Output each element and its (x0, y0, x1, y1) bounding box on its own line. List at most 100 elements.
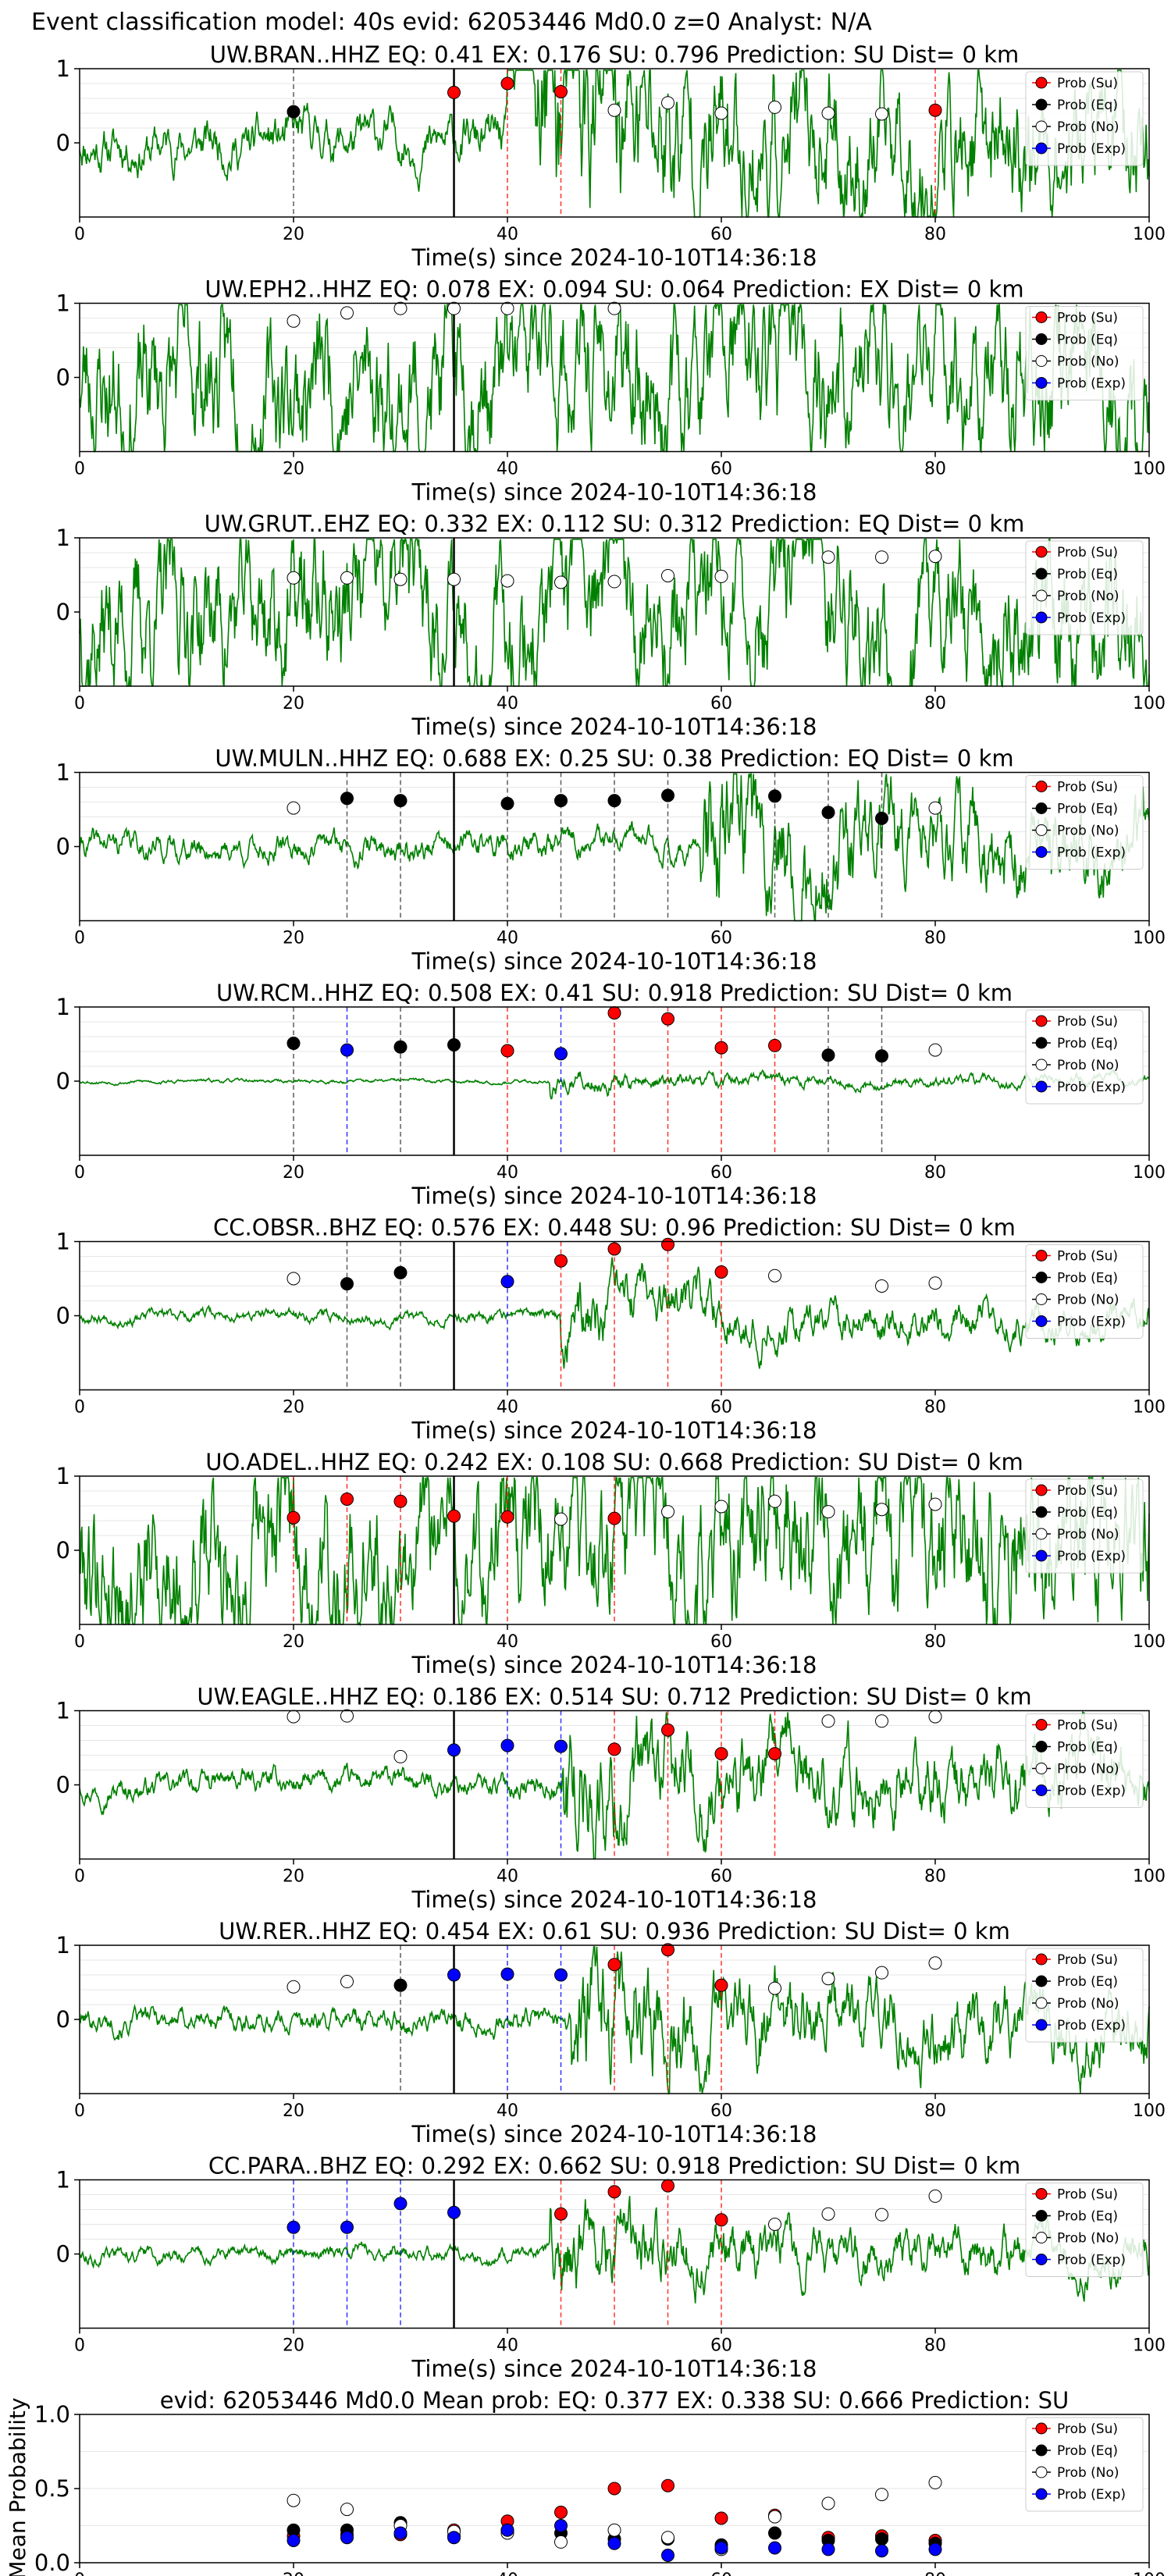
x-tick-label: 40 (497, 2101, 518, 2121)
legend-label: Prob (No) (1057, 1293, 1119, 1308)
x-tick-label: 100 (1133, 1163, 1166, 1183)
figure-title: Event classification model: 40s evid: 62… (31, 9, 872, 36)
legend-label: Prob (Eq) (1057, 1740, 1118, 1756)
x-tick-label: 40 (497, 2336, 518, 2356)
prob-marker-su (714, 1978, 728, 1992)
x-tick-label: 100 (1133, 2336, 1166, 2356)
legend-label: Prob (Eq) (1057, 802, 1118, 817)
legend-marker (1035, 846, 1048, 858)
x-tick-label: 80 (924, 929, 946, 948)
x-tick-label: 60 (710, 460, 732, 479)
legend-marker (1035, 1719, 1048, 1731)
y-tick-label: 0 (56, 599, 70, 625)
prob-marker-eq (875, 811, 888, 825)
prob-marker-exp (447, 2205, 461, 2219)
mean-prob-marker-exp (340, 2531, 354, 2545)
prob-marker-exp (340, 1043, 354, 1057)
legend-box (1025, 1244, 1144, 1339)
prob-marker-no (661, 568, 674, 582)
prob-marker-eq (393, 1040, 408, 1054)
prob-marker-su (554, 1254, 568, 1268)
legend-label: Prob (Su) (1057, 545, 1118, 560)
legend-label: Prob (Exp) (1057, 1784, 1126, 1799)
x-axis-label: Time(s) since 2024-10-10T14:36:18 (411, 1183, 817, 1209)
legend-marker (1035, 2019, 1048, 2031)
prob-marker-no (768, 100, 781, 114)
waveform-trace (79, 537, 1150, 688)
prob-marker-eq (875, 1049, 888, 1063)
panel-title: UW.EAGLE..HHZ EQ: 0.186 EX: 0.514 SU: 0.… (197, 1684, 1031, 1710)
legend-marker (1035, 1080, 1048, 1093)
legend-label: Prob (No) (1057, 1058, 1119, 1073)
prob-marker-no (928, 1956, 942, 1970)
prob-marker-no (875, 2208, 888, 2222)
x-tick-label: 80 (924, 1632, 946, 1652)
y-tick-label: 0 (56, 1303, 70, 1329)
legend-marker (1035, 611, 1048, 624)
legend-label: Prob (Eq) (1057, 98, 1118, 113)
x-tick-label: 0 (74, 1163, 85, 1183)
prob-marker-su (554, 84, 568, 98)
prob-marker-no (500, 301, 514, 315)
x-tick-label: 0 (74, 694, 85, 713)
mean-prob-marker-eq (768, 2526, 781, 2540)
legend-label: Prob (Exp) (1057, 610, 1126, 626)
x-tick-label: 80 (924, 694, 946, 713)
legend-marker (1035, 1975, 1048, 1987)
x-tick-label: 40 (497, 1867, 518, 1887)
panel-3: UW.MULN..HHZ EQ: 0.688 EX: 0.25 SU: 0.38… (56, 745, 1166, 975)
mean-prob-marker-su (607, 2482, 621, 2496)
legend-label: Prob (No) (1057, 1762, 1119, 1777)
waveform-trace (79, 773, 1150, 922)
prob-marker-no (340, 1975, 354, 1989)
prob-marker-no (768, 1981, 781, 1995)
prob-marker-no (875, 1279, 888, 1293)
legend-marker (1035, 1059, 1048, 1071)
legend-marker (1035, 802, 1048, 814)
panel-title: UW.RER..HHZ EQ: 0.454 EX: 0.61 SU: 0.936… (219, 1918, 1010, 1944)
legend-marker (1035, 1506, 1048, 1518)
x-tick-label: 20 (283, 460, 304, 479)
prob-marker-su (554, 2207, 568, 2221)
prob-marker-no (393, 1749, 408, 1763)
prob-marker-eq (500, 796, 514, 810)
prob-marker-no (928, 1043, 942, 1057)
legend-marker (1035, 142, 1048, 155)
y-axis-label: Mean Probability (5, 2397, 30, 2576)
legend-label: Prob (No) (1057, 2231, 1119, 2247)
x-axis-label: Time(s) since 2024-10-10T14:36:18 (411, 948, 817, 975)
prob-marker-no (447, 572, 461, 586)
prob-marker-su (447, 1509, 461, 1523)
legend-label: Prob (Su) (1057, 1249, 1118, 1265)
legend-marker (1035, 1315, 1048, 1327)
legend-marker (1035, 2210, 1048, 2222)
legend-marker (1035, 1293, 1048, 1305)
legend-label: Prob (Su) (1057, 1718, 1118, 1734)
prob-marker-no (393, 572, 408, 586)
mean-prob-marker-exp (821, 2542, 835, 2556)
legend-marker (1035, 1037, 1048, 1049)
legend-marker (1035, 377, 1048, 389)
legend-marker (1035, 98, 1048, 111)
x-tick-label: 80 (924, 1867, 946, 1887)
prob-marker-no (500, 574, 514, 588)
prob-marker-no (821, 1972, 835, 1986)
prob-marker-su (607, 1511, 621, 1525)
x-axis-label: Time(s) since 2024-10-10T14:36:18 (411, 2121, 817, 2147)
y-tick-label: 0 (56, 1537, 70, 1564)
mean-prob-marker-no (875, 2488, 888, 2502)
x-axis-label: Time(s) since 2024-10-10T14:36:18 (411, 1418, 817, 1444)
prob-marker-no (821, 1714, 835, 1728)
x-tick-label: 20 (283, 1632, 304, 1652)
x-tick-label: 20 (283, 1163, 304, 1183)
y-tick-label: 1 (56, 2167, 70, 2194)
panel-5: CC.OBSR..BHZ EQ: 0.576 EX: 0.448 SU: 0.9… (56, 1215, 1166, 1444)
prob-marker-no (607, 103, 621, 117)
x-tick-label: 0 (74, 225, 85, 244)
y-tick-label: 0 (56, 1772, 70, 1799)
x-tick-label: 20 (283, 2571, 304, 2576)
legend-box (1025, 1948, 1144, 2043)
panel-title: UW.GRUT..EHZ EQ: 0.332 EX: 0.112 SU: 0.3… (205, 511, 1025, 537)
prob-marker-no (875, 1714, 888, 1728)
